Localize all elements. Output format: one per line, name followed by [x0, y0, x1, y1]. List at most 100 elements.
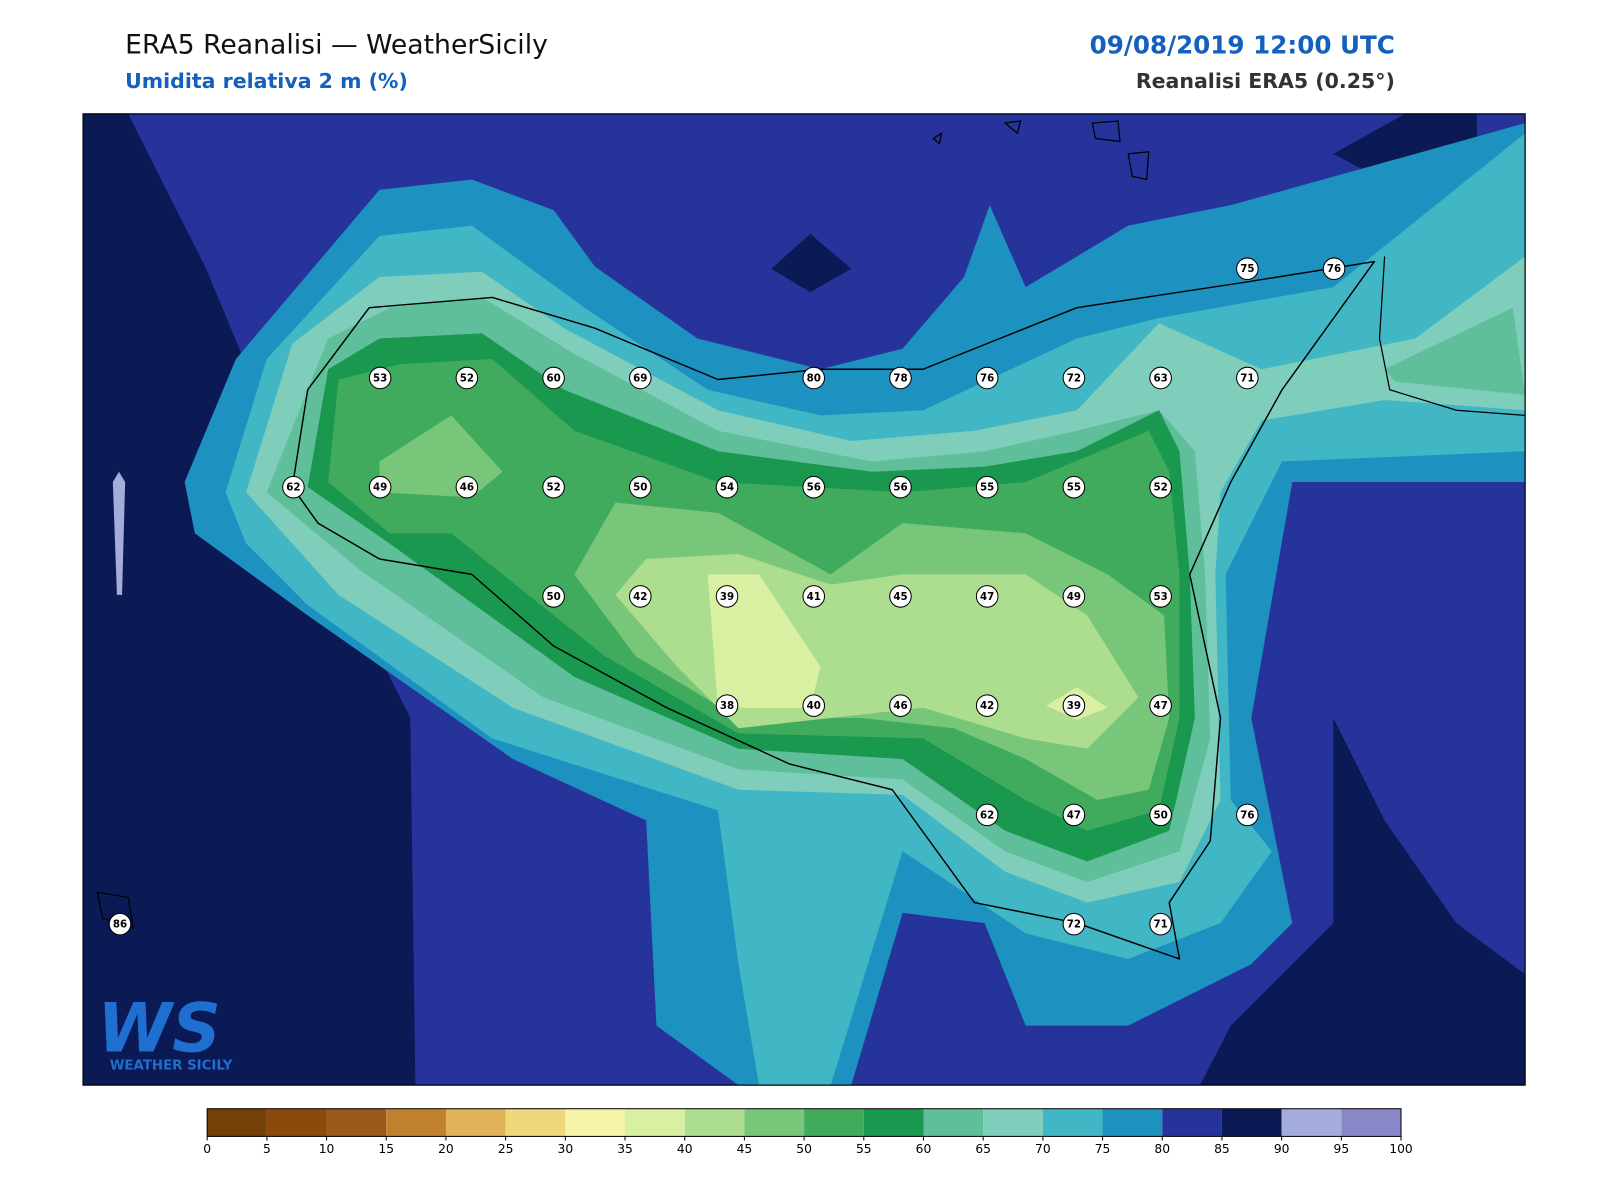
- station-value: 53: [373, 372, 387, 384]
- station-marker: [715, 694, 739, 717]
- station-value: 50: [546, 591, 560, 603]
- colorbar-swatch: [445, 1108, 506, 1137]
- station-value: 42: [633, 591, 647, 603]
- station-marker: [1236, 803, 1259, 827]
- station-marker: [802, 585, 826, 608]
- station-marker: [975, 585, 999, 608]
- station-marker: [802, 694, 826, 717]
- station-value: 52: [460, 372, 474, 384]
- station-marker: [1062, 803, 1086, 827]
- colorbar-swatch: [1341, 1108, 1402, 1137]
- colorbar-tick-label: 85: [1214, 1142, 1230, 1156]
- station-value: 56: [893, 482, 907, 494]
- station-marker: [1322, 257, 1346, 280]
- station-value: 52: [546, 482, 560, 494]
- colorbar-swatch: [386, 1108, 446, 1137]
- logo: WS WEATHER SICILY: [97, 988, 232, 1073]
- colorbar-tick-label: 35: [617, 1142, 633, 1156]
- colorbar-tick-label: 80: [1154, 1142, 1170, 1156]
- field-contour: [112, 471, 126, 595]
- colorbar-tick-label: 50: [796, 1142, 812, 1156]
- colorbar: 0 5 10 15 20 25 30 35 40 45 50 55 60 65 70 75 80 85 90 95 10…: [203, 1108, 1413, 1156]
- station-value: 53: [1153, 591, 1167, 603]
- station-marker: [368, 475, 392, 499]
- station-value: 45: [893, 591, 907, 603]
- station-marker: [455, 475, 479, 499]
- datetime: 09/08/2019 12:00 UTC: [1090, 30, 1395, 59]
- station-marker: [975, 366, 999, 390]
- colorbar-tick-label: 15: [378, 1142, 394, 1156]
- station-marker: [889, 585, 912, 608]
- colorbar-swatch: [625, 1108, 685, 1137]
- colorbar-tick-label: 20: [438, 1142, 454, 1156]
- station-marker: [282, 475, 305, 499]
- colorbar-swatch: [1281, 1108, 1342, 1137]
- colorbar-tick-label: 70: [1035, 1142, 1051, 1156]
- field-contour: [83, 113, 416, 1086]
- station-marker: [542, 585, 565, 608]
- colorbar-tick-label: 60: [916, 1142, 932, 1156]
- station-value: 49: [1067, 591, 1081, 603]
- station-marker: [1149, 366, 1172, 390]
- colorbar-tick-label: 45: [737, 1142, 753, 1156]
- station-value: 41: [807, 591, 821, 603]
- title: ERA5 Reanalisi — WeatherSicily: [125, 29, 548, 60]
- colorbar-swatch: [505, 1108, 566, 1137]
- logo-text: WEATHER SICILY: [110, 1059, 233, 1074]
- station-value: 72: [1067, 372, 1081, 384]
- station-value: 52: [1153, 482, 1167, 494]
- colorbar-tick-label: 5: [263, 1142, 271, 1156]
- station-marker: [1149, 694, 1172, 717]
- station-marker: [542, 475, 565, 499]
- station-value: 86: [113, 919, 127, 931]
- station-value: 72: [1067, 919, 1081, 931]
- colorbar-swatch: [1042, 1108, 1103, 1137]
- station-value: 69: [633, 372, 647, 384]
- station-value: 76: [1240, 809, 1254, 821]
- colorbar-tick-label: 75: [1095, 1142, 1111, 1156]
- colorbar-swatch: [983, 1108, 1043, 1137]
- station-marker: [1149, 912, 1172, 936]
- station-value: 54: [720, 482, 734, 494]
- station-value: 49: [373, 482, 387, 494]
- colorbar-tick-label: 30: [558, 1142, 574, 1156]
- station-marker: [1062, 475, 1086, 499]
- station-value: 80: [807, 372, 821, 384]
- map-frame: [82, 113, 1526, 1086]
- station-value: 47: [1153, 700, 1167, 712]
- station-marker: [1236, 366, 1259, 390]
- station-marker: [715, 475, 739, 499]
- station-marker: [1236, 257, 1259, 280]
- station-marker: [455, 366, 479, 390]
- colorbar-tick-label: 40: [677, 1142, 693, 1156]
- station-value: 63: [1153, 372, 1167, 384]
- station-value: 46: [460, 482, 474, 494]
- colorbar-tick-label: 90: [1274, 1142, 1290, 1156]
- coastline: [96, 120, 1526, 930]
- station-marker: [629, 366, 652, 390]
- station-value: 55: [980, 482, 994, 494]
- station-marker: [1149, 475, 1172, 499]
- station-value: 39: [720, 591, 734, 603]
- station-marker: [802, 366, 826, 390]
- field-contour: [771, 233, 852, 293]
- colorbar-swatch: [923, 1108, 984, 1137]
- station-marker: [715, 585, 739, 608]
- colorbar-tick-label: 55: [856, 1142, 872, 1156]
- station-value: 40: [807, 700, 821, 712]
- colorbar-swatch: [326, 1108, 387, 1137]
- station-marker: [1062, 366, 1086, 390]
- station-value: 60: [546, 372, 560, 384]
- station-marker: [1062, 585, 1086, 608]
- station-marker: [629, 585, 652, 608]
- station-value: 47: [980, 591, 994, 603]
- colorbar-tick-label: 100: [1389, 1142, 1412, 1156]
- station-value: 55: [1067, 482, 1081, 494]
- station-marker: [1149, 585, 1172, 608]
- colorbar-tick-label: 0: [203, 1142, 211, 1156]
- station-value: 42: [980, 700, 994, 712]
- colorbar-swatch: [1102, 1108, 1163, 1137]
- station-value: 76: [1327, 263, 1341, 275]
